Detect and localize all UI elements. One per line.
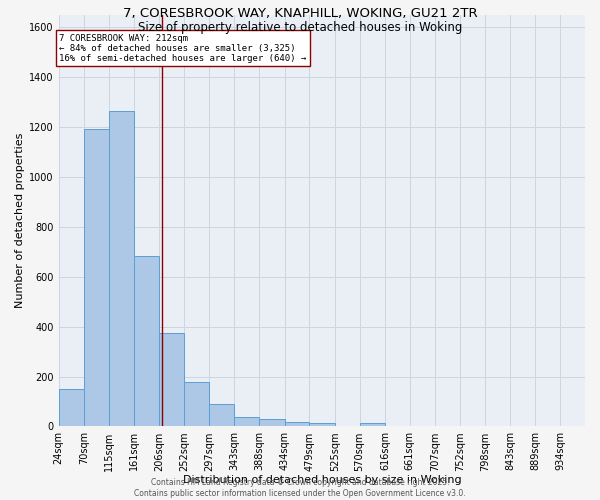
Bar xyxy=(59,388,84,426)
Bar xyxy=(159,333,184,426)
Bar xyxy=(84,129,109,426)
Bar xyxy=(359,423,385,426)
Y-axis label: Number of detached properties: Number of detached properties xyxy=(15,133,25,308)
Bar xyxy=(109,111,134,426)
Bar xyxy=(259,419,284,426)
Text: 7, CORESBROOK WAY, KNAPHILL, WOKING, GU21 2TR: 7, CORESBROOK WAY, KNAPHILL, WOKING, GU2… xyxy=(122,8,478,20)
Bar xyxy=(235,417,259,426)
X-axis label: Distribution of detached houses by size in Woking: Distribution of detached houses by size … xyxy=(182,475,461,485)
Bar xyxy=(134,256,159,426)
Bar xyxy=(184,382,209,426)
Bar xyxy=(284,422,310,426)
Bar xyxy=(209,404,235,426)
Text: Size of property relative to detached houses in Woking: Size of property relative to detached ho… xyxy=(138,21,462,34)
Bar xyxy=(310,423,335,426)
Text: Contains HM Land Registry data © Crown copyright and database right 2025.
Contai: Contains HM Land Registry data © Crown c… xyxy=(134,478,466,498)
Text: 7 CORESBROOK WAY: 212sqm
← 84% of detached houses are smaller (3,325)
16% of sem: 7 CORESBROOK WAY: 212sqm ← 84% of detach… xyxy=(59,34,307,64)
